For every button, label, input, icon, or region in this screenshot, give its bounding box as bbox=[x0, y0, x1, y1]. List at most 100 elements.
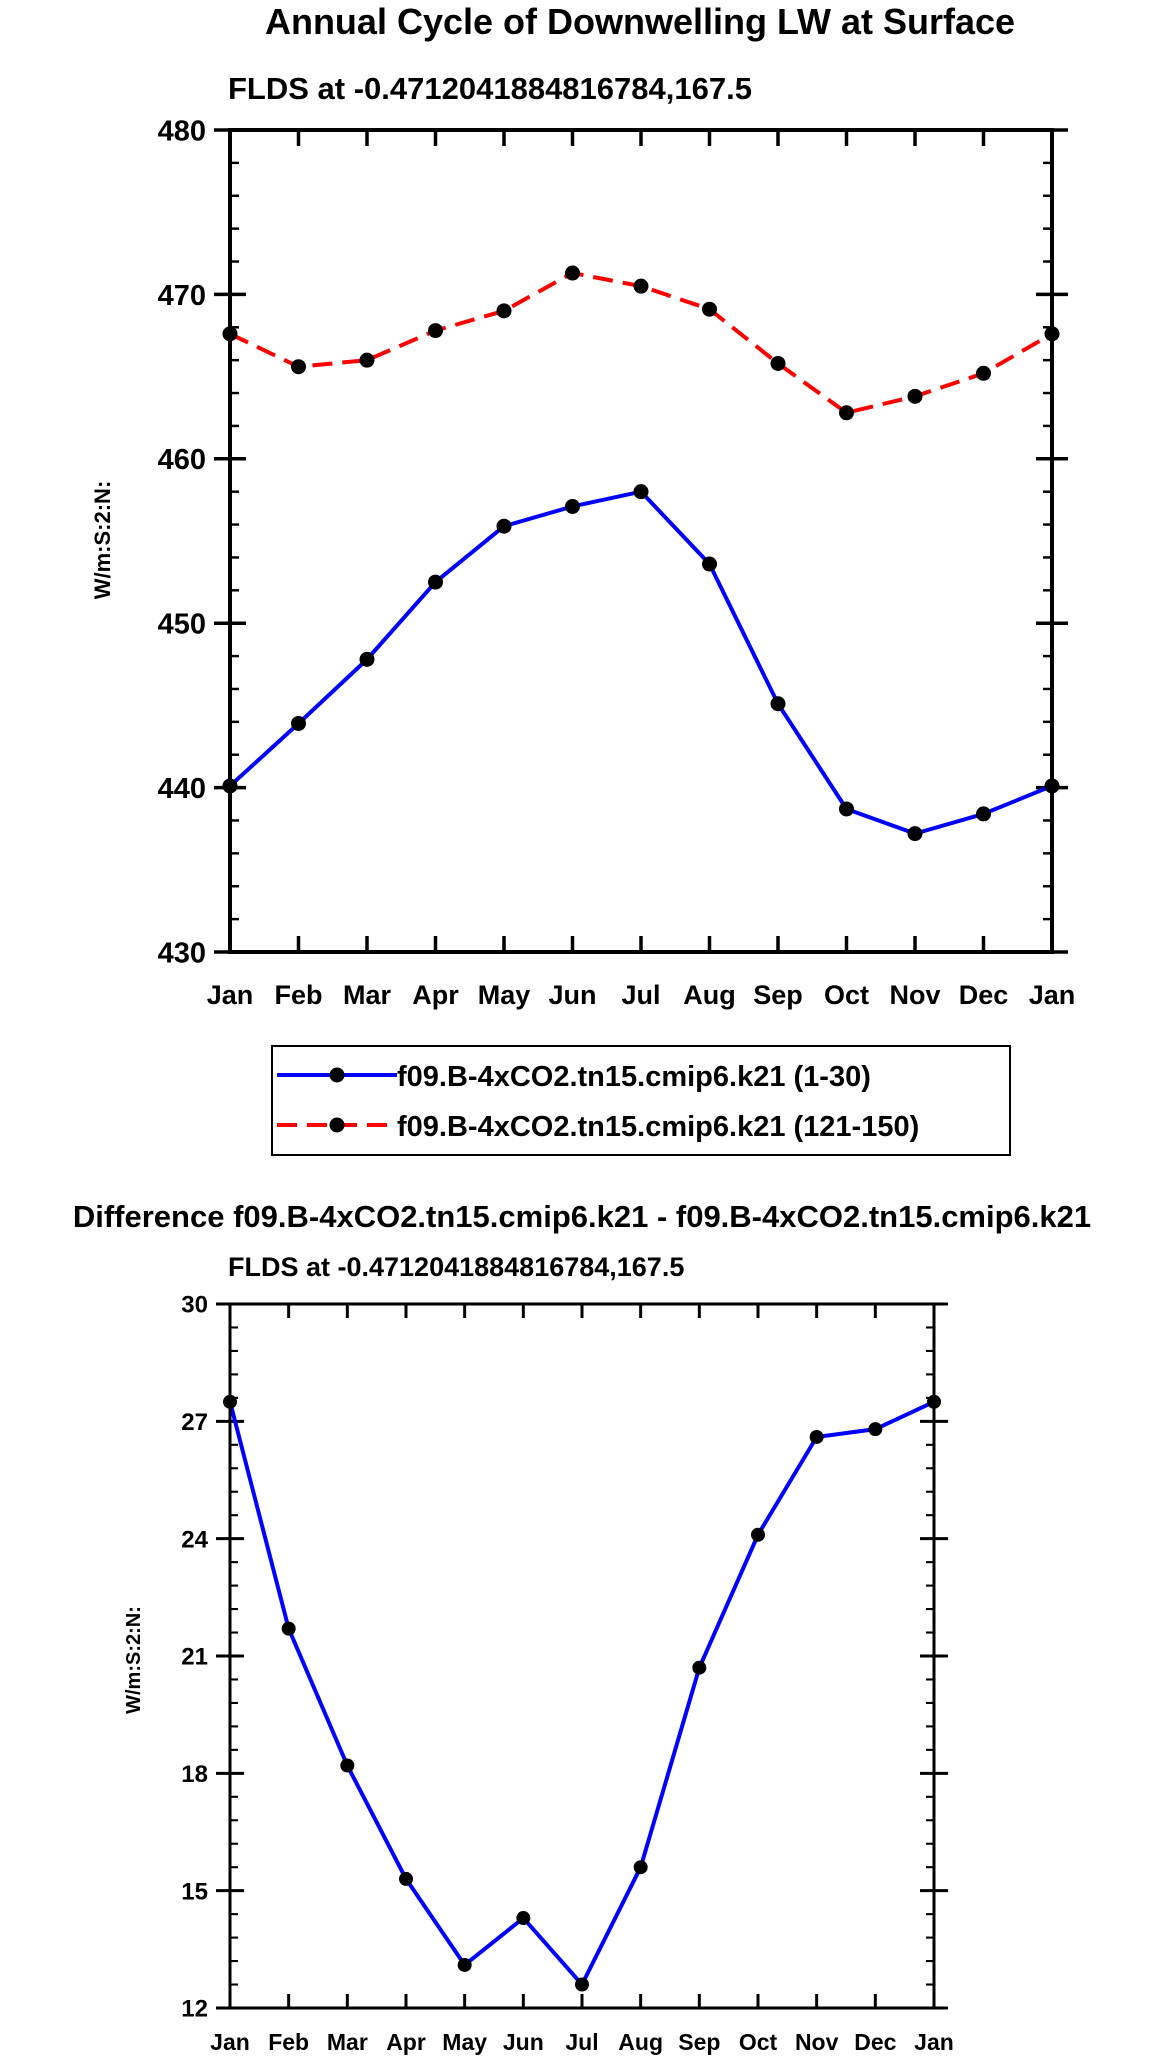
data-point bbox=[633, 484, 649, 500]
x-tick-label: May bbox=[442, 2029, 487, 2055]
data-point bbox=[399, 1871, 413, 1886]
chart-bottom-series bbox=[223, 1394, 941, 1992]
data-point bbox=[770, 355, 786, 371]
data-point bbox=[291, 715, 306, 731]
chart-top-ticks bbox=[214, 128, 1068, 954]
chart-top-axis-labels: Jan Feb Mar Apr May Jun Jul Aug Sep Oct Nov Dec Jan4… bbox=[158, 115, 1076, 1010]
data-point bbox=[692, 1660, 707, 1675]
data-point bbox=[428, 574, 443, 590]
data-point bbox=[907, 388, 923, 404]
legend-box bbox=[271, 1045, 1011, 1156]
x-tick-label: Mar bbox=[327, 2029, 368, 2055]
x-tick-label: Oct bbox=[824, 980, 869, 1010]
x-tick-label: May bbox=[478, 980, 531, 1010]
data-point bbox=[565, 498, 580, 514]
x-tick-label: Nov bbox=[795, 2029, 839, 2055]
series-line-1 bbox=[228, 1399, 935, 1987]
legend: f09.B-4xCO2.tn15.cmip6.k21 (1-30) f09.B-… bbox=[271, 1045, 1011, 1156]
data-point bbox=[575, 1977, 589, 1992]
x-tick-label: Apr bbox=[386, 2029, 426, 2055]
data-point bbox=[633, 1860, 648, 1875]
data-point bbox=[702, 301, 717, 317]
y-tick-label: 480 bbox=[158, 115, 206, 147]
chart-bottom-ylabel: W/m:S:2:N: bbox=[123, 1606, 145, 1714]
x-tick-label: Feb bbox=[274, 980, 322, 1010]
chart-top-title: Annual Cycle of Downwelling LW at Surfac… bbox=[265, 1, 1015, 42]
x-tick-label: Dec bbox=[959, 980, 1009, 1010]
legend-item-2: f09.B-4xCO2.tn15.cmip6.k21 (121-150) bbox=[277, 1111, 919, 1143]
data-point bbox=[359, 352, 375, 368]
legend-item-1: f09.B-4xCO2.tn15.cmip6.k21 (1-30) bbox=[277, 1061, 871, 1093]
data-point bbox=[770, 696, 786, 712]
y-tick-label: 460 bbox=[158, 444, 206, 476]
chart-bottom-subtitle: FLDS at -0.4712041884816784,167.5 bbox=[228, 1252, 684, 1282]
data-point bbox=[809, 1429, 824, 1444]
x-tick-label: Feb bbox=[268, 2029, 309, 2055]
x-tick-label: Apr bbox=[412, 980, 459, 1010]
x-tick-label: Jan bbox=[210, 2029, 250, 2055]
legend-swatch-marker-1 bbox=[329, 1067, 345, 1083]
y-tick-label: 450 bbox=[158, 609, 206, 641]
data-point bbox=[428, 323, 443, 339]
y-tick-label: 24 bbox=[181, 1526, 208, 1553]
x-tick-label: Jul bbox=[621, 980, 660, 1010]
chart-bottom-title: Difference f09.B-4xCO2.tn15.cmip6.k21 - … bbox=[73, 1199, 1091, 1234]
data-point bbox=[839, 405, 854, 421]
x-tick-label: Oct bbox=[739, 2029, 778, 2055]
x-tick-label: Mar bbox=[343, 980, 392, 1010]
chart-top-series bbox=[222, 265, 1060, 842]
data-point bbox=[340, 1758, 355, 1773]
chart-top: Annual Cycle of Downwelling LW at Surfac… bbox=[90, 1, 1075, 1010]
y-tick-label: 440 bbox=[158, 773, 206, 805]
y-tick-label: 21 bbox=[181, 1644, 208, 1671]
x-tick-label: Jun bbox=[503, 2029, 544, 2055]
data-point bbox=[291, 359, 306, 375]
data-point bbox=[702, 556, 717, 572]
data-point bbox=[281, 1621, 296, 1636]
series-line-1 bbox=[228, 489, 1053, 836]
data-point bbox=[907, 826, 923, 842]
y-tick-label: 430 bbox=[158, 937, 206, 969]
legend-label-2: f09.B-4xCO2.tn15.cmip6.k21 (121-150) bbox=[397, 1111, 919, 1143]
series-line-2 bbox=[229, 271, 1053, 415]
legend-label-1: f09.B-4xCO2.tn15.cmip6.k21 (1-30) bbox=[397, 1061, 871, 1093]
data-point bbox=[496, 518, 512, 534]
data-point bbox=[359, 651, 375, 667]
x-tick-label: Jan bbox=[1029, 980, 1076, 1010]
y-tick-label: 15 bbox=[181, 1878, 208, 1905]
data-point bbox=[457, 1957, 472, 1972]
x-tick-label: Aug bbox=[618, 2029, 663, 2055]
x-tick-label: Sep bbox=[678, 2029, 720, 2055]
x-tick-label: Jan bbox=[207, 980, 254, 1010]
data-point bbox=[976, 806, 991, 822]
data-point bbox=[751, 1527, 765, 1542]
chart-bottom: Difference f09.B-4xCO2.tn15.cmip6.k21 - … bbox=[73, 1199, 1091, 2055]
x-tick-label: Jan bbox=[914, 2029, 954, 2055]
y-tick-label: 27 bbox=[181, 1409, 208, 1436]
data-point bbox=[633, 278, 649, 294]
data-point bbox=[565, 265, 580, 281]
x-tick-label: Nov bbox=[889, 980, 940, 1010]
data-point bbox=[868, 1422, 883, 1437]
data-point bbox=[839, 801, 854, 817]
chart-bottom-axis-labels: Jan Feb Mar Apr May Jun Jul Aug Sep Oct Nov Dec Jan1… bbox=[181, 1292, 954, 2055]
data-point bbox=[496, 303, 512, 319]
chart-top-plot-frame bbox=[228, 128, 1054, 954]
x-tick-label: Jul bbox=[565, 2029, 598, 2055]
legend-swatch-marker-2 bbox=[329, 1117, 345, 1133]
x-tick-label: Dec bbox=[854, 2029, 896, 2055]
chart-top-subtitle: FLDS at -0.4712041884816784,167.5 bbox=[228, 71, 752, 106]
chart-top-ylabel: W/m:S:2:N: bbox=[90, 481, 115, 600]
x-tick-label: Jun bbox=[548, 980, 596, 1010]
x-tick-label: Sep bbox=[753, 980, 803, 1010]
x-tick-label: Aug bbox=[683, 980, 735, 1010]
data-point bbox=[976, 365, 991, 381]
chart-bottom-ticks bbox=[216, 1302, 948, 2010]
y-tick-label: 30 bbox=[181, 1292, 208, 1319]
data-point bbox=[516, 1911, 531, 1926]
y-tick-label: 12 bbox=[181, 1996, 208, 2023]
y-tick-label: 470 bbox=[158, 280, 206, 312]
chart-bottom-plot-frame bbox=[228, 1302, 936, 2010]
y-tick-label: 18 bbox=[181, 1761, 208, 1788]
